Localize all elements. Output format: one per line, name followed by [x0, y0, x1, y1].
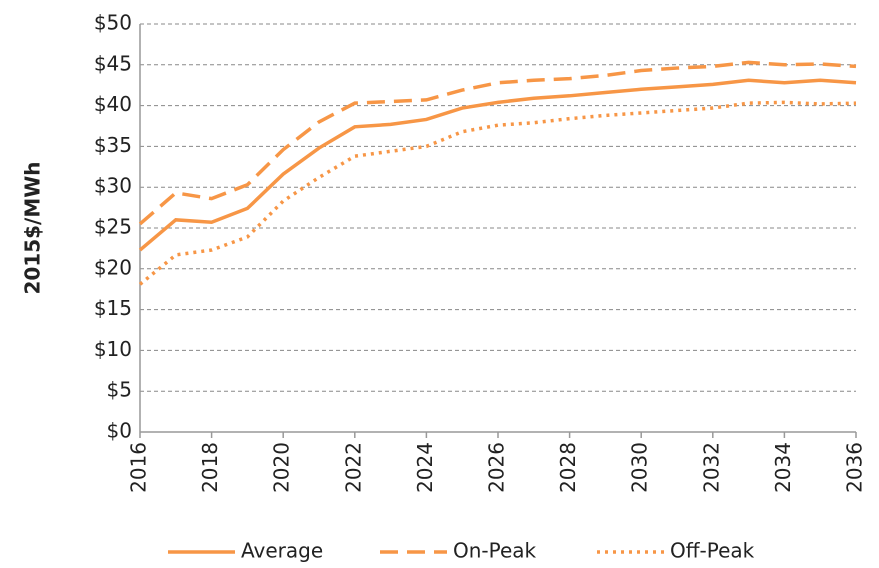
series-line — [138, 100, 857, 286]
legend-label: On-Peak — [453, 539, 537, 563]
x-tick-label: 2016 — [127, 442, 151, 493]
series-line — [138, 60, 857, 226]
x-tick-label: 2026 — [485, 442, 509, 493]
y-axis-title: 2015$/MWh — [21, 161, 45, 294]
x-tick-label: 2020 — [270, 442, 294, 493]
x-tick-label: 2032 — [699, 442, 723, 493]
legend-label: Off-Peak — [670, 539, 755, 563]
y-tick-label: $20 — [94, 255, 132, 279]
y-tick-label: $30 — [94, 174, 132, 198]
x-tick-label: 2024 — [413, 442, 437, 493]
x-tick-label: 2030 — [628, 442, 652, 493]
y-tick-label: $5 — [107, 378, 132, 402]
x-tick-label: 2036 — [843, 442, 867, 493]
y-tick-label: $45 — [94, 51, 132, 75]
legend-label: Average — [241, 539, 323, 563]
x-tick-label: 2022 — [341, 442, 365, 493]
y-tick-label: $50 — [94, 11, 132, 35]
y-tick-label: $15 — [94, 296, 132, 320]
y-tick-label: $25 — [94, 215, 132, 239]
y-tick-label: $35 — [94, 133, 132, 157]
y-tick-label: $10 — [94, 337, 132, 361]
y-tick-label: $40 — [94, 92, 132, 116]
y-tick-label: $0 — [107, 419, 132, 443]
x-tick-label: 2028 — [556, 442, 580, 493]
x-tick-label: 2034 — [771, 442, 795, 493]
x-tick-label: 2018 — [198, 442, 222, 493]
series-line — [138, 78, 857, 252]
